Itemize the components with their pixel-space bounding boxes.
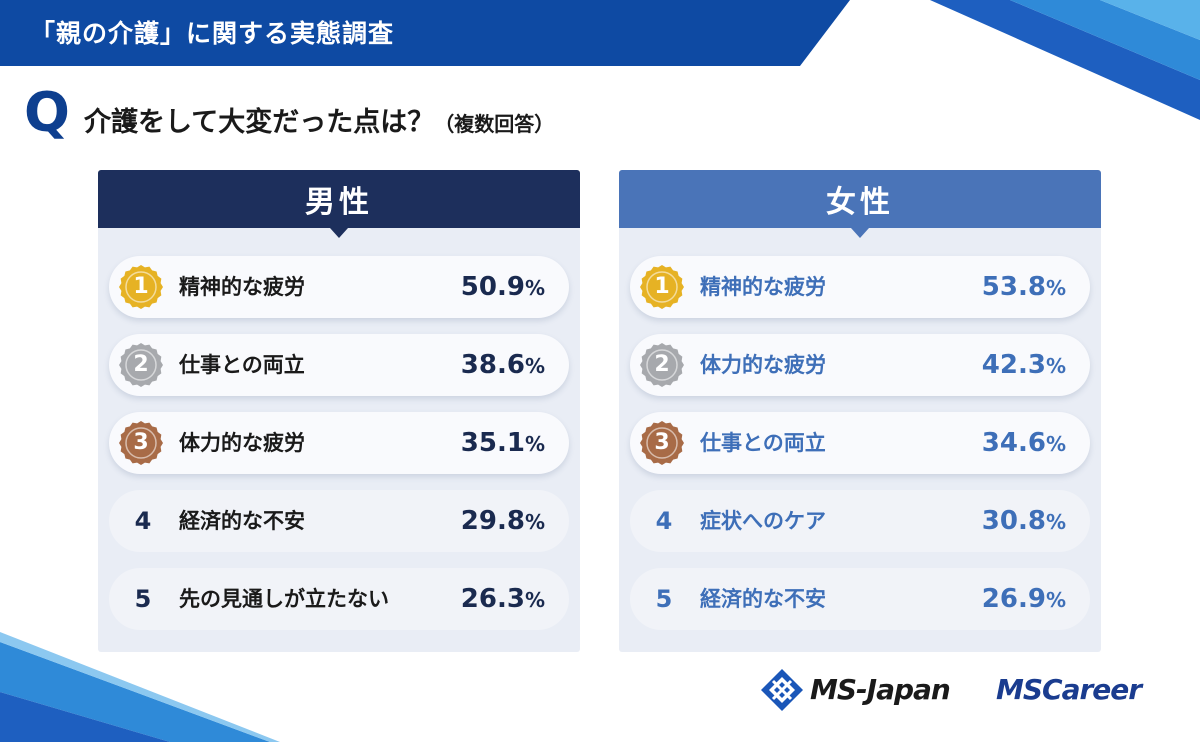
male-rank-row: 3 体力的な疲労 35.1% bbox=[109, 412, 569, 474]
rank-label: 精神的な疲労 bbox=[700, 275, 826, 299]
rank-value: 30.8% bbox=[982, 490, 1066, 552]
rank-value-number: 29.8 bbox=[460, 506, 525, 536]
top-right-stripes bbox=[930, 0, 1200, 120]
male-rank-row: 1 精神的な疲労 50.9% bbox=[109, 256, 569, 318]
rank-value-unit: % bbox=[1045, 510, 1066, 534]
rank-value-unit: % bbox=[524, 588, 545, 612]
bronze-medal-icon bbox=[640, 421, 684, 465]
rank-number: 5 bbox=[655, 585, 673, 613]
rank-value-unit: % bbox=[524, 276, 545, 300]
ms-career-logo-text: MSCareer bbox=[996, 673, 1142, 706]
male-rank-row: 4 経済的な不安 29.8% bbox=[109, 490, 569, 552]
rank-value-number: 34.6 bbox=[981, 428, 1046, 458]
female-ranking-list: 1 精神的な疲労 53.8% 2 体力的な疲労 42.3% 3 仕事との両立 34.6% 4 症状へ… bbox=[630, 256, 1090, 646]
rank-value: 26.3% bbox=[461, 568, 545, 630]
rank-number: 2 bbox=[654, 352, 670, 377]
rank-value-unit: % bbox=[1045, 588, 1066, 612]
rank-label: 経済的な不安 bbox=[700, 587, 826, 611]
rank-value: 26.9% bbox=[982, 568, 1066, 630]
male-panel-title: 男性 bbox=[305, 185, 373, 220]
rank-label: 仕事との両立 bbox=[700, 431, 826, 455]
rank-label: 体力的な疲労 bbox=[700, 353, 826, 377]
footer-logos: MS-Japan MSCareer bbox=[760, 668, 1180, 712]
rank-number: 5 bbox=[134, 585, 152, 613]
ms-japan-logo-text: MS-Japan bbox=[810, 673, 951, 706]
gold-medal-icon bbox=[640, 265, 684, 309]
rank-number: 1 bbox=[133, 274, 149, 299]
silver-medal-icon bbox=[119, 343, 163, 387]
male-panel-header: 男性 bbox=[98, 170, 580, 238]
female-panel-title: 女性 bbox=[826, 185, 894, 220]
rank-value-unit: % bbox=[524, 432, 545, 456]
male-rank-row: 2 仕事との両立 38.6% bbox=[109, 334, 569, 396]
male-ranking-panel: 男性 1 精神的な疲労 50.9% 2 仕事との両立 38.6% 3 体力的な疲労 35.1% 4… bbox=[98, 170, 580, 652]
rank-number: 4 bbox=[134, 507, 152, 535]
female-rank-row: 2 体力的な疲労 42.3% bbox=[630, 334, 1090, 396]
female-rank-row: 3 仕事との両立 34.6% bbox=[630, 412, 1090, 474]
rank-value-unit: % bbox=[1045, 432, 1066, 456]
question-heading: 介護をして大変だった点は？（複数回答） bbox=[84, 100, 554, 139]
rank-value: 34.6% bbox=[982, 412, 1066, 474]
silver-medal-icon bbox=[640, 343, 684, 387]
rank-label: 体力的な疲労 bbox=[179, 431, 305, 455]
rank-value-number: 50.9 bbox=[460, 272, 525, 302]
rank-number: 2 bbox=[133, 352, 149, 377]
rank-value-unit: % bbox=[1045, 354, 1066, 378]
rank-number: 3 bbox=[654, 430, 670, 455]
rank-label: 仕事との両立 bbox=[179, 353, 305, 377]
rank-value-unit: % bbox=[524, 510, 545, 534]
question-note: （複数回答） bbox=[434, 112, 555, 136]
rank-value-number: 35.1 bbox=[460, 428, 525, 458]
rank-number: 1 bbox=[654, 274, 670, 299]
question-text: 介護をして大変だった点は？ bbox=[84, 107, 435, 138]
female-rank-row: 4 症状へのケア 30.8% bbox=[630, 490, 1090, 552]
rank-number: 3 bbox=[133, 430, 149, 455]
rank-value: 29.8% bbox=[461, 490, 545, 552]
rank-value: 38.6% bbox=[461, 334, 545, 396]
header-band bbox=[0, 0, 850, 66]
question-mark-label: Q bbox=[24, 81, 70, 144]
female-ranking-panel: 女性 1 精神的な疲労 53.8% 2 体力的な疲労 42.3% 3 仕事との両立 34.6% 4… bbox=[619, 170, 1101, 652]
rank-label: 経済的な不安 bbox=[179, 509, 305, 533]
female-rank-row: 5 経済的な不安 26.9% bbox=[630, 568, 1090, 630]
rank-value-number: 53.8 bbox=[981, 272, 1046, 302]
female-rank-row: 1 精神的な疲労 53.8% bbox=[630, 256, 1090, 318]
rank-value-number: 26.9 bbox=[981, 584, 1046, 614]
rank-value-unit: % bbox=[524, 354, 545, 378]
rank-value: 53.8% bbox=[982, 256, 1066, 318]
rank-value: 35.1% bbox=[461, 412, 545, 474]
bronze-medal-icon bbox=[119, 421, 163, 465]
rank-value: 50.9% bbox=[461, 256, 545, 318]
male-ranking-list: 1 精神的な疲労 50.9% 2 仕事との両立 38.6% 3 体力的な疲労 35.1% 4 経済的… bbox=[109, 256, 569, 646]
page-title: 「親の介護」に関する実態調査 bbox=[30, 19, 395, 48]
rank-value-number: 42.3 bbox=[981, 350, 1046, 380]
female-panel-header: 女性 bbox=[619, 170, 1101, 238]
rank-value-number: 26.3 bbox=[460, 584, 525, 614]
rank-value-unit: % bbox=[1045, 276, 1066, 300]
bottom-left-stripes bbox=[0, 632, 280, 742]
ms-japan-logo-icon bbox=[761, 669, 803, 711]
rank-number: 4 bbox=[655, 507, 673, 535]
rank-label: 先の見通しが立たない bbox=[179, 587, 389, 611]
rank-label: 精神的な疲労 bbox=[179, 275, 305, 299]
rank-label: 症状へのケア bbox=[700, 509, 826, 533]
gold-medal-icon bbox=[119, 265, 163, 309]
rank-value-number: 30.8 bbox=[981, 506, 1046, 536]
male-rank-row: 5 先の見通しが立たない 26.3% bbox=[109, 568, 569, 630]
rank-value-number: 38.6 bbox=[460, 350, 525, 380]
rank-value: 42.3% bbox=[982, 334, 1066, 396]
